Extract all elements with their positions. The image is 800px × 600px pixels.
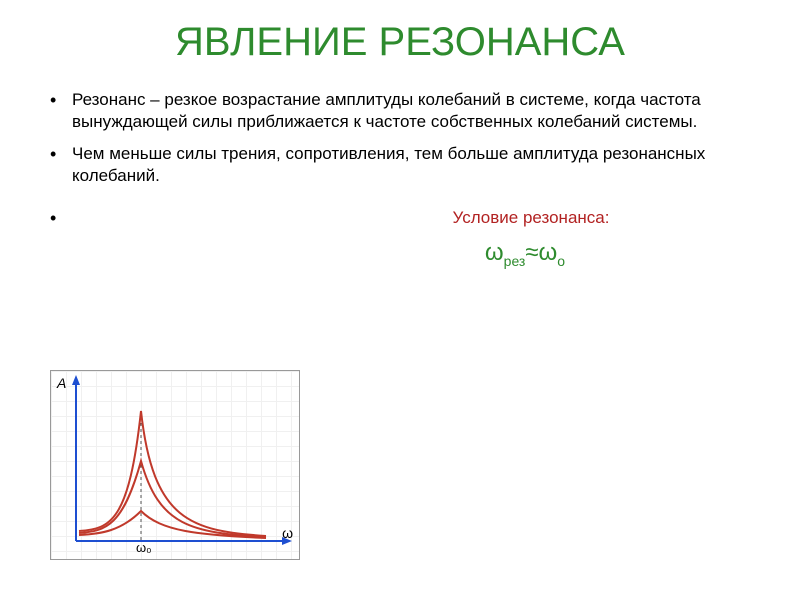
condition-bullet: Условие резонанса: xyxy=(50,207,750,229)
x-arrow-icon xyxy=(282,537,292,545)
curve-high-q xyxy=(79,411,266,536)
formula-rhs-sub: о xyxy=(557,253,565,269)
chart-svg xyxy=(51,371,301,561)
formula-rhs: ω xyxy=(539,239,558,266)
resonance-formula: ωрез≈ωо xyxy=(300,239,750,269)
condition-text: Условие резонанса: xyxy=(453,207,610,229)
formula-op: ≈ xyxy=(525,239,538,266)
formula-lhs: ω xyxy=(485,239,504,266)
bullet-list: Резонанс – резкое возрастание амплитуды … xyxy=(50,89,750,229)
bullet-2: Чем меньше силы трения, сопротивления, т… xyxy=(50,143,750,187)
slide: ЯВЛЕНИЕ РЕЗОНАНСА Резонанс – резкое возр… xyxy=(0,0,800,600)
resonance-chart: A ω ω₀ xyxy=(50,370,300,560)
curve-mid-q xyxy=(79,461,266,537)
slide-title: ЯВЛЕНИЕ РЕЗОНАНСА xyxy=(50,20,750,65)
y-arrow-icon xyxy=(72,375,80,385)
formula-lhs-sub: рез xyxy=(504,253,526,269)
bullet-1: Резонанс – резкое возрастание амплитуды … xyxy=(50,89,750,133)
